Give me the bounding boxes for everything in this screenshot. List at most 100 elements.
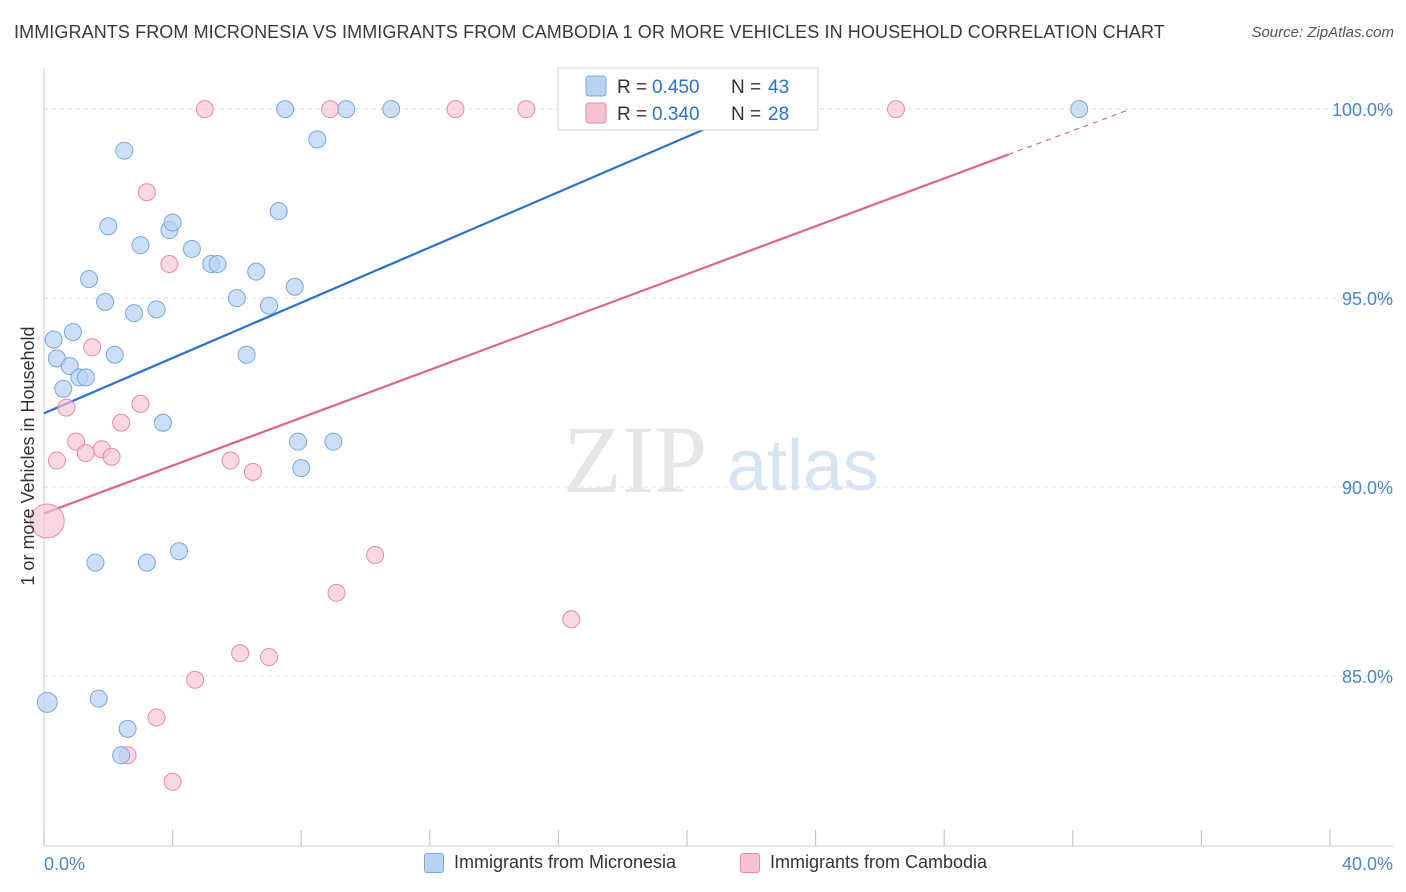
- axes: [43, 68, 1393, 847]
- point-cambodia-11: [137, 183, 156, 202]
- point-micronesia-40: [382, 100, 401, 119]
- point-micronesia-15: [115, 141, 134, 160]
- bottom-legend-swatch-cambodia: [740, 852, 760, 873]
- point-cambodia-13: [160, 255, 179, 274]
- point-cambodia-24: [446, 100, 465, 119]
- point-cambodia-23: [366, 546, 385, 565]
- point-cambodia-7: [102, 447, 121, 466]
- point-cambodia-21: [321, 100, 340, 119]
- legend-n-label-2: N =: [731, 104, 766, 125]
- point-micronesia-21: [153, 413, 172, 432]
- point-cambodia-1: [47, 451, 66, 470]
- point-micronesia-19: [137, 553, 156, 572]
- x-tick-label-max: 40.0%: [1342, 854, 1393, 874]
- bottom-legend: Immigrants from Micronesia Immigrants fr…: [0, 850, 1406, 880]
- point-micronesia-17: [125, 304, 144, 323]
- point-micronesia-24: [170, 542, 189, 561]
- point-cambodia-14: [163, 772, 182, 791]
- watermark-atlas: atlas: [727, 426, 879, 506]
- point-cambodia-19: [243, 462, 262, 481]
- point-micronesia-14: [112, 746, 131, 765]
- y-tick-label-90: 90.0%: [1342, 478, 1393, 498]
- chart-title: IMMIGRANTS FROM MICRONESIA VS IMMIGRANTS…: [14, 22, 1165, 42]
- point-micronesia-11: [96, 292, 115, 311]
- point-micronesia-7: [76, 368, 95, 387]
- point-cambodia-18: [231, 644, 250, 663]
- stats-legend: R = 0.450 N = 43 R = 0.340 N = 28: [557, 67, 819, 131]
- legend-r-label-2: R =: [617, 104, 652, 125]
- trendline-cambodia: [43, 153, 1009, 515]
- point-micronesia-9: [86, 553, 105, 572]
- point-cambodia-2: [57, 398, 76, 417]
- point-micronesia-18: [131, 236, 150, 255]
- source-label: Source: ZipAtlas.com: [1251, 24, 1394, 41]
- trendline-micronesia: [43, 108, 752, 415]
- point-micronesia-27: [208, 255, 227, 274]
- point-micronesia-33: [276, 100, 295, 119]
- point-micronesia-32: [269, 202, 288, 221]
- bottom-legend-label-cambodia: Immigrants from Cambodia: [770, 852, 988, 872]
- point-micronesia-37: [308, 130, 327, 149]
- point-micronesia-30: [247, 262, 266, 281]
- y-tick-label-85: 85.0%: [1342, 667, 1393, 687]
- point-micronesia-31: [260, 296, 279, 315]
- point-cambodia-26: [562, 610, 581, 629]
- point-cambodia-4: [76, 444, 95, 462]
- point-micronesia-34: [285, 277, 304, 296]
- trendline-cambodia-extension: [1008, 108, 1131, 156]
- point-micronesia-29: [237, 345, 256, 364]
- y-tick-label-100: 100.0%: [1332, 100, 1393, 120]
- points: [29, 100, 1089, 791]
- bottom-legend-item-cambodia: Immigrants from Cambodia: [740, 852, 987, 873]
- watermark: ZIP atlas: [563, 406, 879, 513]
- gridlines: [44, 108, 1393, 677]
- point-micronesia-0: [36, 691, 58, 713]
- point-cambodia-25: [517, 100, 536, 119]
- point-micronesia-1: [44, 330, 63, 349]
- point-micronesia-38: [324, 432, 343, 451]
- point-cambodia-15: [186, 670, 205, 689]
- y-axis-label: 1 or more Vehicles in Household: [18, 326, 38, 585]
- point-micronesia-8: [80, 270, 99, 289]
- point-micronesia-5: [63, 323, 82, 342]
- point-micronesia-10: [89, 689, 108, 708]
- point-cambodia-16: [195, 100, 214, 119]
- point-micronesia-12: [99, 217, 118, 236]
- point-micronesia-28: [227, 289, 246, 308]
- trendlines: [43, 108, 1131, 515]
- legend-swatch-micronesia: [585, 75, 607, 97]
- point-micronesia-25: [182, 239, 201, 258]
- point-micronesia-20: [147, 300, 166, 319]
- legend-r-label-1: R =: [617, 77, 652, 98]
- point-micronesia-23: [163, 213, 182, 232]
- point-cambodia-20: [260, 648, 279, 667]
- legend-r-value-1: 0.450: [652, 77, 700, 98]
- point-cambodia-0: [29, 503, 65, 539]
- point-micronesia-3: [54, 379, 73, 398]
- legend-n-value-2: 28: [768, 104, 789, 125]
- y-tick-labels: 85.0% 90.0% 95.0% 100.0%: [1332, 100, 1393, 687]
- point-micronesia-35: [288, 432, 307, 451]
- legend-swatch-cambodia: [585, 102, 607, 124]
- point-micronesia-42: [1070, 100, 1089, 119]
- bottom-legend-item-micronesia: Immigrants from Micronesia: [424, 852, 676, 873]
- legend-n-value-1: 43: [768, 77, 789, 98]
- y-tick-label-95: 95.0%: [1342, 289, 1393, 309]
- point-cambodia-8: [112, 413, 131, 432]
- point-micronesia-39: [337, 100, 356, 119]
- point-cambodia-12: [147, 708, 166, 727]
- point-cambodia-22: [327, 583, 346, 602]
- point-cambodia-17: [221, 451, 240, 470]
- bottom-legend-label-micronesia: Immigrants from Micronesia: [454, 852, 677, 872]
- legend-r-value-2: 0.340: [652, 104, 700, 125]
- point-micronesia-13: [105, 345, 124, 364]
- point-cambodia-10: [131, 394, 150, 413]
- legend-n-label-1: N =: [731, 77, 766, 98]
- point-micronesia-36: [292, 459, 311, 478]
- x-tick-label-min: 0.0%: [44, 854, 85, 874]
- bottom-legend-swatch-micronesia: [424, 852, 444, 873]
- point-micronesia-16: [118, 719, 137, 738]
- watermark-zip: ZIP: [563, 406, 707, 513]
- point-cambodia-5: [83, 338, 102, 357]
